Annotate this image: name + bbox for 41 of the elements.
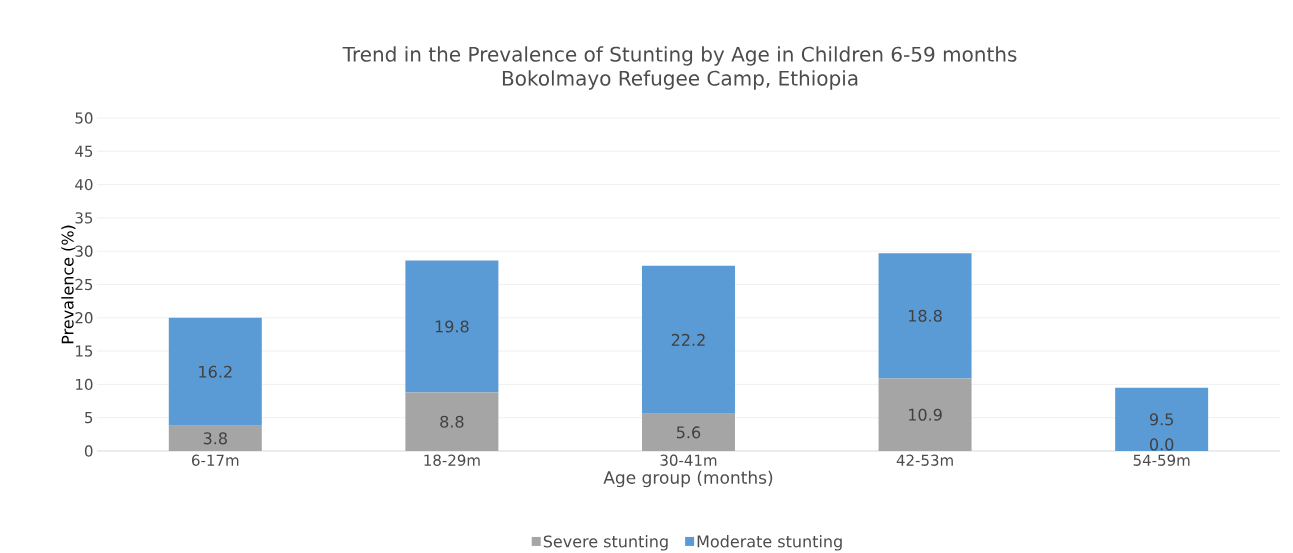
bar	[878, 253, 972, 379]
legend-label: Severe stunting	[543, 535, 668, 551]
y-tick-label: 0	[84, 445, 93, 457]
x-tick-label: 42-53m	[896, 454, 953, 466]
data-label: 22.2	[671, 333, 705, 346]
y-tick-label: 5	[85, 412, 93, 424]
data-label: 18.8	[909, 309, 942, 322]
bar	[641, 413, 735, 452]
bar	[405, 260, 499, 393]
data-label: 3.8	[203, 432, 227, 445]
x-tick-label: 30-41m	[660, 454, 717, 466]
y-tick-label: 25	[75, 278, 93, 291]
data-label: 19.8	[435, 320, 469, 333]
y-tick-label: 50	[75, 112, 93, 124]
data-label: 10.9	[909, 408, 942, 421]
y-axis-title: Prevalence (%)	[61, 225, 76, 344]
bar	[405, 392, 499, 452]
bar	[878, 378, 972, 452]
bar	[168, 317, 262, 426]
y-tick-label: 45	[75, 145, 93, 157]
y-tick-label: 30	[75, 245, 93, 257]
x-axis-title: Age group (months)	[603, 470, 773, 488]
legend-label: Moderate stunting	[697, 535, 842, 551]
data-label: 9.5	[1149, 413, 1173, 426]
data-label: 0.0	[1149, 438, 1174, 451]
y-tick-label: 15	[76, 345, 93, 357]
x-tick-label: 54-59m	[1133, 454, 1190, 466]
chart-subtitle: Bokolmayo Refugee Camp, Ethiopia	[502, 70, 858, 90]
data-label: 16.2	[199, 365, 232, 378]
y-tick-label: 10	[76, 378, 93, 391]
x-tick-label: 18-29m	[424, 454, 480, 466]
bar	[1115, 387, 1209, 452]
y-tick-label: 35	[75, 212, 93, 224]
data-label: 8.8	[440, 415, 464, 428]
y-tick-label: 20	[75, 312, 93, 324]
data-label: 5.6	[676, 426, 701, 439]
bar	[168, 425, 262, 452]
x-tick-label: 6-17m	[192, 454, 239, 466]
bar	[641, 265, 735, 414]
chart-title: Trend in the Prevalence of Stunting by Age in Children 6-59 months	[342, 46, 1017, 66]
y-tick-label: 40	[75, 179, 93, 191]
